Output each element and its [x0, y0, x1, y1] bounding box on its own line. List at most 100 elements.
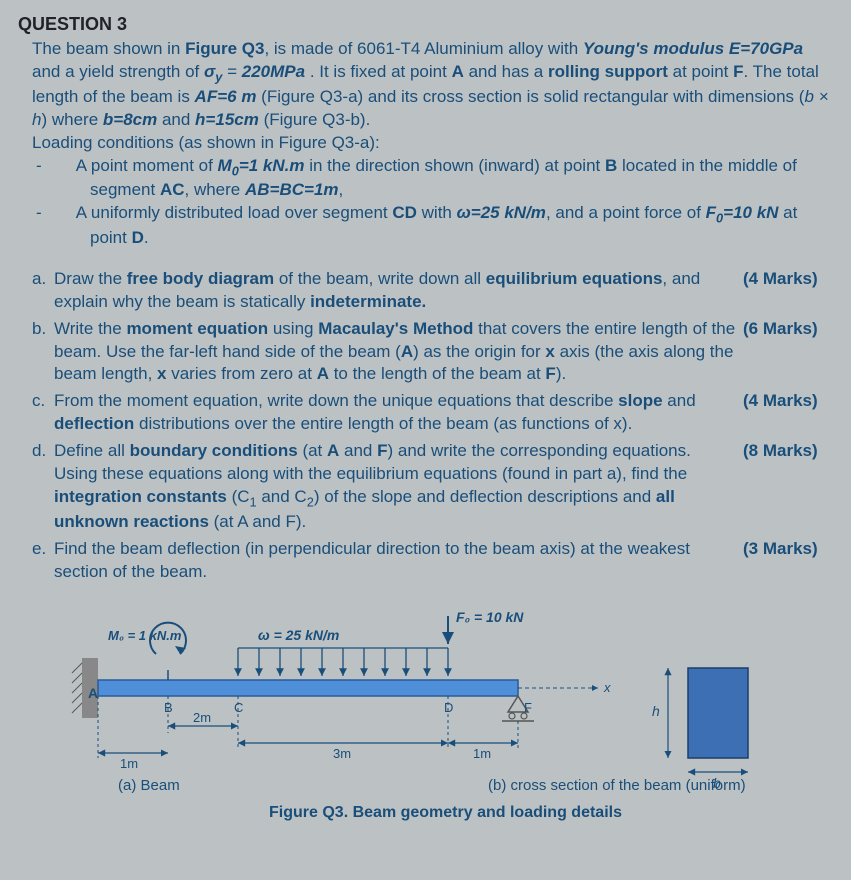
cap-a: (a) Beam: [118, 777, 180, 794]
udl-load: [238, 648, 448, 676]
t: (at A and F).: [209, 512, 306, 531]
t: (at: [298, 441, 327, 460]
t: (C: [227, 487, 250, 506]
t: and has a: [464, 62, 548, 81]
t: A: [317, 364, 329, 383]
t: 220MPa: [242, 62, 305, 81]
t: AB=BC=1m: [245, 180, 339, 199]
part-c: c. From the moment equation, write down …: [32, 390, 833, 436]
cross-section: h b: [652, 668, 748, 791]
lbl-C: C: [234, 700, 243, 715]
t: equilibrium equations: [486, 269, 663, 288]
t: at point: [668, 62, 733, 81]
part-marks: (4 Marks): [743, 390, 833, 436]
part-body: Draw the free body diagram of the beam, …: [54, 268, 743, 314]
t: h=15cm: [195, 110, 259, 129]
question-title: QUESTION 3: [18, 12, 833, 36]
t: =10 kN: [723, 203, 778, 222]
m0-label: M₀ = 1 kN.m: [108, 628, 182, 643]
t: distributions over the entire length of …: [134, 414, 632, 433]
t: D: [132, 228, 144, 247]
t: A uniformly distributed load over segmen…: [76, 203, 393, 222]
t: x: [545, 342, 554, 361]
t: ) of the slope and deflection descriptio…: [314, 487, 656, 506]
figure-svg: x ω =: [58, 598, 818, 798]
t: Write the: [54, 319, 126, 338]
t: ) where: [41, 110, 102, 129]
loading-heading: Loading conditions (as shown in Figure Q…: [32, 132, 833, 155]
t: ) as the origin for: [413, 342, 545, 361]
t: with: [417, 203, 457, 222]
beam-body: [98, 680, 518, 696]
t: A: [401, 342, 413, 361]
t: b=8cm: [103, 110, 157, 129]
t: B: [605, 156, 617, 175]
t: Draw the: [54, 269, 127, 288]
t: .: [144, 228, 149, 247]
t: ω=25 kN/m: [457, 203, 546, 222]
dim-1m-l: 1m: [120, 756, 138, 771]
t: and C: [257, 487, 307, 506]
bullet-2: A uniformly distributed load over segmen…: [72, 202, 833, 250]
t: Figure Q3. Beam geometry and loading det…: [269, 804, 622, 821]
part-label: e.: [32, 538, 54, 584]
t: Young's modulus E=70GPa: [583, 39, 803, 58]
t: σ: [204, 62, 215, 81]
t: CD: [392, 203, 417, 222]
t: 1: [250, 495, 257, 510]
t: in the direction shown (inward) at point: [305, 156, 606, 175]
dimensions: [98, 726, 518, 753]
dim-2m: 2m: [193, 710, 211, 725]
t: moment equation: [126, 319, 268, 338]
t: integration constants: [54, 487, 227, 506]
intro-text: The beam shown in Figure Q3, is made of …: [32, 39, 829, 128]
t: AF=6 m: [195, 87, 257, 106]
t: , and a point force of: [546, 203, 706, 222]
t: A: [327, 441, 339, 460]
t: A: [452, 62, 464, 81]
part-body: Write the moment equation using Macaulay…: [54, 318, 743, 387]
t: =1 kN.m: [239, 156, 305, 175]
t: =: [222, 62, 241, 81]
t: boundary conditions: [130, 441, 298, 460]
figure-wrap: x ω =: [58, 598, 833, 824]
part-label: d.: [32, 440, 54, 533]
part-label: a.: [32, 268, 54, 314]
t: , is made of 6061-T4 Aluminium alloy wit…: [264, 39, 582, 58]
dim-3m: 3m: [333, 746, 351, 761]
t: F: [706, 203, 716, 222]
t: . It is fixed at point: [305, 62, 451, 81]
t: (Figure Q3-a) and its cross section is s…: [256, 87, 804, 106]
part-label: b.: [32, 318, 54, 387]
t: (Figure Q3-b).: [259, 110, 370, 129]
t: using: [268, 319, 318, 338]
part-e: e. Find the beam deflection (in perpendi…: [32, 538, 833, 584]
t: and: [663, 391, 696, 410]
t: rolling support: [548, 62, 668, 81]
t: indeterminate.: [310, 292, 426, 311]
t: and: [157, 110, 195, 129]
lbl-F: F: [524, 700, 532, 715]
t: ,: [339, 180, 344, 199]
part-label: c.: [32, 390, 54, 436]
t: and: [339, 441, 377, 460]
t: F: [377, 441, 387, 460]
part-marks: (6 Marks): [743, 318, 833, 387]
t: to the length of the beam at: [329, 364, 545, 383]
t: AC: [160, 180, 185, 199]
part-body: From the moment equation, write down the…: [54, 390, 743, 436]
part-marks: (8 Marks): [743, 440, 833, 533]
part-marks: (4 Marks): [743, 268, 833, 314]
t: A point moment of: [76, 156, 218, 175]
t: 0: [232, 163, 239, 178]
part-body: Define all boundary conditions (at A and…: [54, 440, 743, 533]
figure-caption: Figure Q3. Beam geometry and loading det…: [58, 802, 833, 824]
f0-label: F₀ = 10 kN: [456, 609, 524, 625]
h-label: h: [652, 703, 660, 719]
t: slope: [618, 391, 662, 410]
t: 2: [307, 495, 314, 510]
intro-block: The beam shown in Figure Q3, is made of …: [32, 38, 833, 249]
dim-1m-r: 1m: [473, 746, 491, 761]
t: From the moment equation, write down the…: [54, 391, 618, 410]
lbl-A: A: [88, 685, 98, 701]
